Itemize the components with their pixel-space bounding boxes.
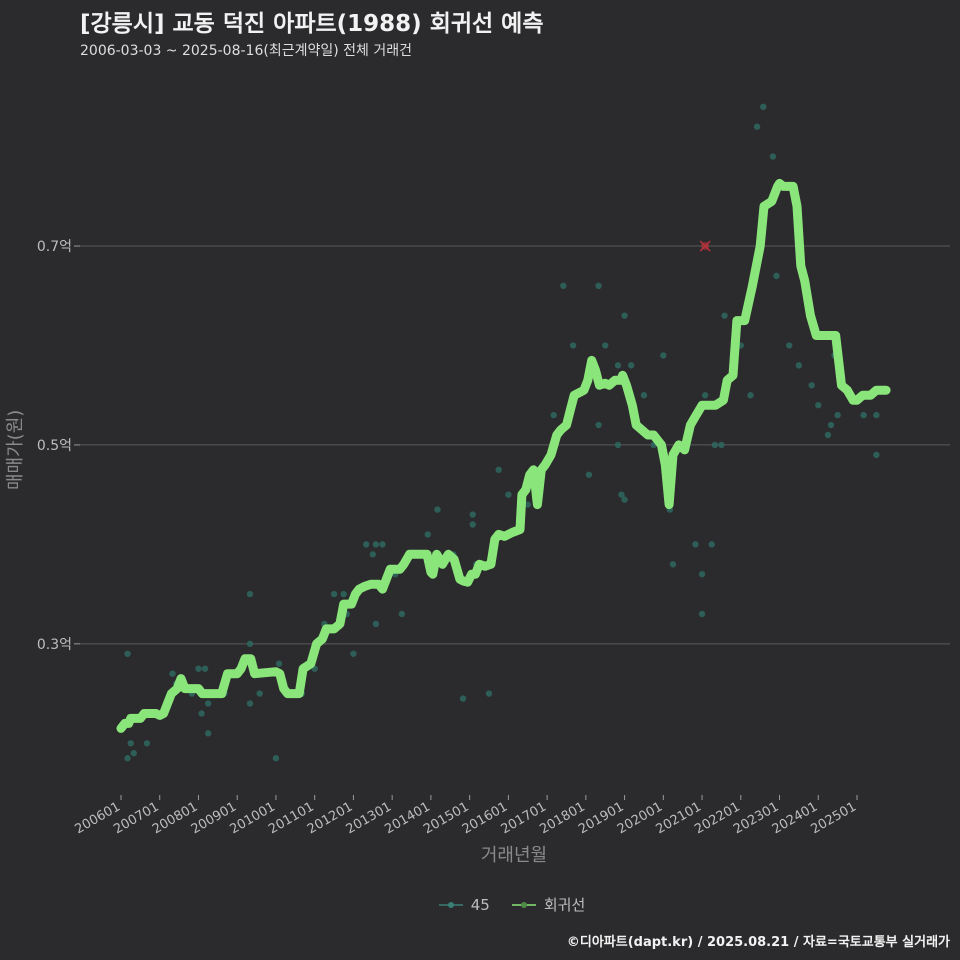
data-point <box>621 312 628 319</box>
data-point <box>143 740 151 747</box>
data-point <box>275 660 283 667</box>
data-point <box>621 496 628 503</box>
regression-line <box>116 178 891 733</box>
data-point <box>372 541 380 548</box>
data-point <box>169 670 176 677</box>
data-point <box>721 312 728 319</box>
data-point <box>379 541 386 548</box>
data-point <box>614 362 622 369</box>
data-point <box>860 411 867 419</box>
data-point <box>127 740 134 747</box>
data-point <box>256 690 263 697</box>
data-point <box>201 665 209 672</box>
legend: 45 회귀선 <box>0 894 960 915</box>
data-point <box>585 471 593 478</box>
data-point <box>795 362 803 369</box>
data-point <box>272 755 280 762</box>
data-point <box>834 411 841 419</box>
legend-item-points[interactable]: 45 <box>438 895 490 914</box>
legend-point-swatch <box>438 901 463 908</box>
data-point <box>718 441 725 449</box>
data-point <box>618 491 625 498</box>
data-point <box>614 441 622 449</box>
data-point <box>760 103 767 111</box>
data-point <box>873 411 880 419</box>
data-point <box>602 342 609 349</box>
data-point <box>698 571 706 578</box>
data-point <box>701 392 709 399</box>
x-axis-title: 거래년월 <box>480 845 548 866</box>
data-point <box>698 610 706 618</box>
data-point <box>827 421 835 429</box>
data-point <box>711 441 719 449</box>
data-point <box>350 650 357 657</box>
data-point <box>398 610 406 618</box>
data-point <box>372 620 380 628</box>
data-point <box>424 531 431 538</box>
y-tick-label: 0.3억 <box>37 637 72 653</box>
source-credit: ©디아파트(dapt.kr) / 2025.08.21 / 자료=국토교통부 실… <box>566 935 950 950</box>
data-point <box>195 665 202 672</box>
data-point <box>204 700 212 707</box>
data-point <box>669 561 677 568</box>
data-point <box>524 501 531 508</box>
data-point <box>692 541 699 548</box>
data-point <box>330 590 338 598</box>
data-point <box>340 590 347 598</box>
legend-line-swatch <box>511 901 536 908</box>
data-point <box>769 153 777 160</box>
outlier-cross <box>699 240 711 252</box>
data-point <box>815 401 822 409</box>
data-point <box>505 491 512 498</box>
legend-label-points: 45 <box>470 895 490 914</box>
data-point <box>434 506 441 513</box>
chart-title: [강릉시] 교동 덕진 아파트(1988) 회귀선 예측 <box>80 11 544 37</box>
data-point <box>363 541 370 548</box>
y-tick-label: 0.5억 <box>37 438 72 454</box>
data-point <box>640 392 648 399</box>
data-point <box>246 590 254 598</box>
y-tick-label: 0.7억 <box>37 239 72 255</box>
data-point <box>550 411 557 419</box>
x-tick-label: 202501 <box>809 799 859 837</box>
data-point <box>246 640 254 648</box>
legend-label-line: 회귀선 <box>543 896 586 914</box>
data-point <box>753 123 761 130</box>
data-point <box>469 511 476 518</box>
data-point <box>786 342 793 349</box>
data-point <box>824 431 832 439</box>
data-point <box>469 521 476 528</box>
data-point <box>873 451 880 459</box>
y-axis-title: 매매가(원) <box>5 409 26 490</box>
data-point <box>204 730 212 737</box>
data-point <box>124 650 131 657</box>
data-point <box>130 750 137 757</box>
data-point <box>595 421 602 429</box>
data-point <box>246 700 254 707</box>
data-point <box>485 690 493 697</box>
data-point <box>773 272 780 280</box>
data-point <box>560 282 567 290</box>
data-point <box>369 551 376 558</box>
data-point <box>569 342 577 349</box>
data-point <box>660 352 667 359</box>
data-point <box>124 755 131 762</box>
data-point <box>595 282 602 290</box>
data-point <box>495 466 502 473</box>
data-point <box>627 362 635 369</box>
data-point <box>198 710 205 717</box>
data-point <box>808 382 815 389</box>
chart-subtitle: 2006-03-03 ~ 2025-08-16(최근계약일) 전체 거래건 <box>80 43 412 59</box>
legend-item-line[interactable]: 회귀선 <box>511 894 586 915</box>
data-point <box>708 541 715 548</box>
data-point <box>459 695 467 702</box>
data-point <box>747 392 754 399</box>
